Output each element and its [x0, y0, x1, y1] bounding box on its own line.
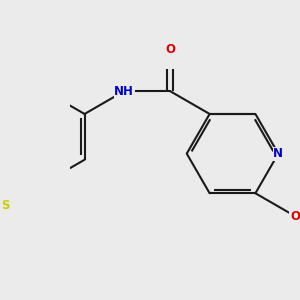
Text: NH: NH — [114, 85, 134, 98]
Text: O: O — [290, 210, 300, 223]
Text: N: N — [273, 147, 283, 160]
Text: O: O — [165, 44, 175, 56]
Text: S: S — [1, 199, 10, 212]
